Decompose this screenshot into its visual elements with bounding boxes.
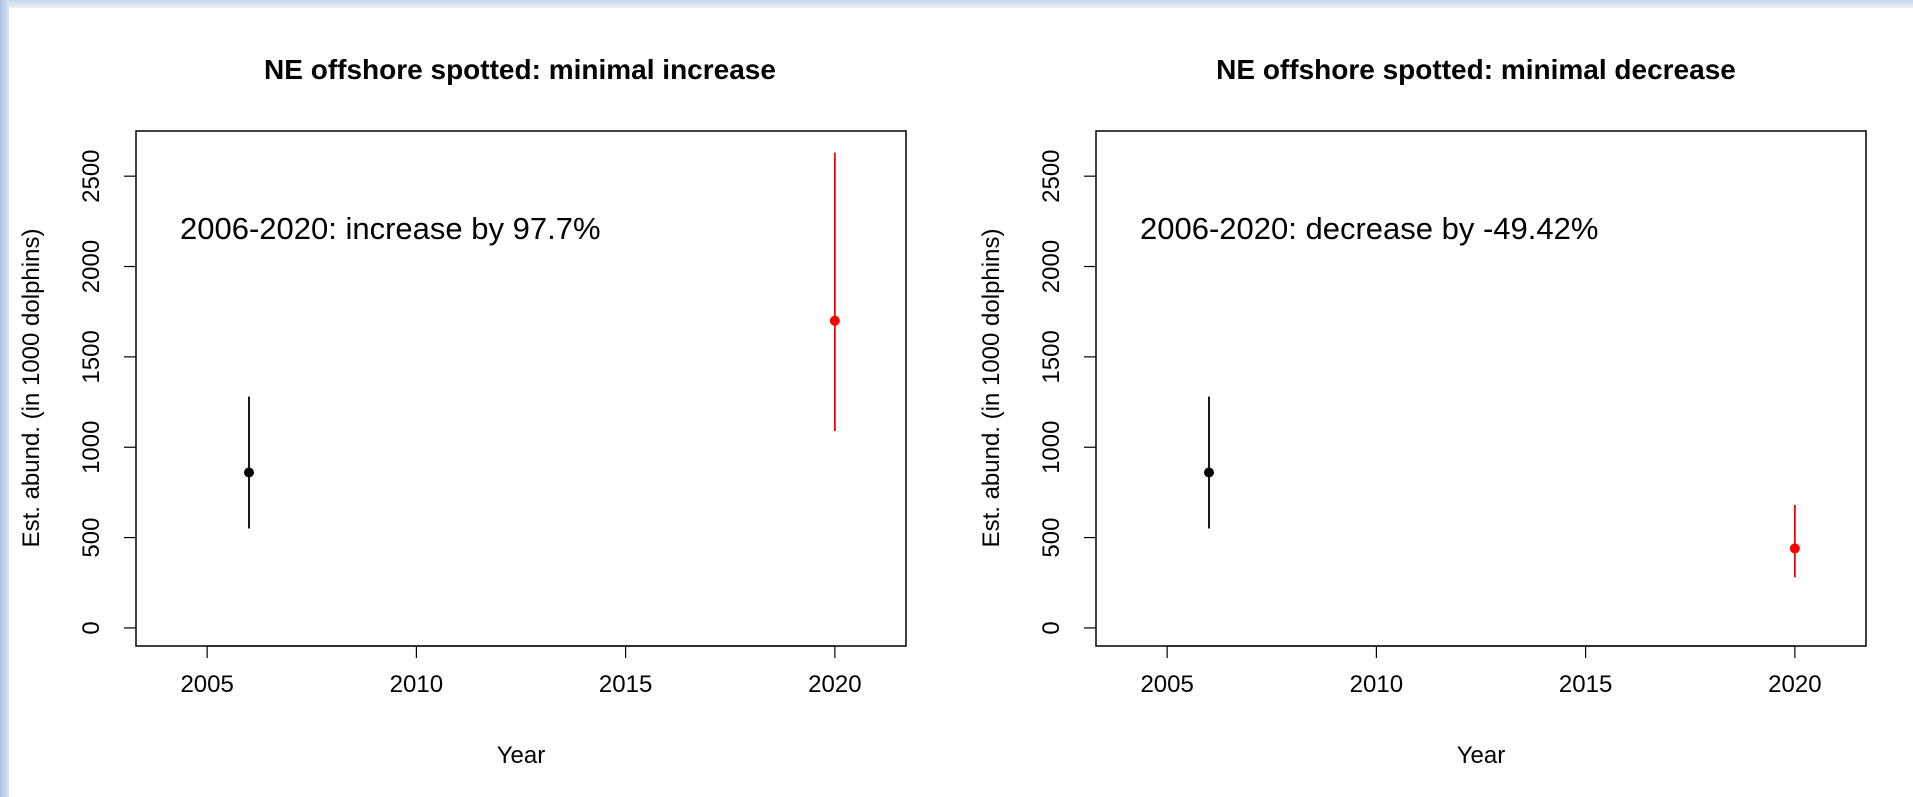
chart-annotation: 2006-2020: decrease by -49.42%: [1140, 211, 1598, 246]
y-tick-label: 500: [1038, 518, 1065, 558]
y-tick-label: 2000: [78, 240, 105, 293]
y-axis-label: Est. abund. (in 1000 dolphins): [18, 229, 45, 548]
y-tick-label: 0: [78, 621, 105, 634]
chart-minimal-increase: NE offshore spotted: minimal increase 20…: [18, 54, 907, 769]
data-point: [1789, 543, 1800, 554]
data-point: [1203, 467, 1214, 478]
y-tick-label: 2500: [78, 149, 105, 202]
y-tick-label: 2500: [1038, 149, 1065, 202]
y-tick-label: 1000: [78, 421, 105, 474]
y-axis-label: Est. abund. (in 1000 dolphins): [978, 229, 1005, 548]
y-tick-label: 1000: [1038, 421, 1065, 474]
x-axis-label: Year: [497, 742, 546, 769]
x-axis-label: Year: [1457, 742, 1506, 769]
data-point: [829, 315, 840, 326]
x-tick-label: 2020: [808, 671, 861, 698]
chart-title: NE offshore spotted: minimal decrease: [1216, 54, 1736, 85]
x-tick-label: 2010: [390, 671, 443, 698]
x-tick-label: 2005: [180, 671, 233, 698]
y-tick-label: 1500: [78, 330, 105, 383]
x-tick-label: 2010: [1350, 671, 1403, 698]
x-tick-label: 2020: [1768, 671, 1821, 698]
y-tick-label: 0: [1038, 621, 1065, 634]
x-tick-label: 2005: [1140, 671, 1193, 698]
y-tick-label: 500: [78, 518, 105, 558]
plot-area-border: [1095, 130, 1867, 647]
plot-area-border: [135, 130, 907, 647]
y-tick-label: 1500: [1038, 330, 1065, 383]
x-tick-label: 2015: [1559, 671, 1612, 698]
x-tick-label: 2015: [599, 671, 652, 698]
y-tick-label: 2000: [1038, 240, 1065, 293]
chart-minimal-decrease: NE offshore spotted: minimal decrease 20…: [978, 54, 1867, 769]
window-frame-left: [0, 0, 9, 797]
data-point: [243, 467, 254, 478]
window-frame-top: [0, 0, 1913, 8]
chart-annotation: 2006-2020: increase by 97.7%: [180, 211, 601, 246]
chart-title: NE offshore spotted: minimal increase: [264, 54, 776, 85]
